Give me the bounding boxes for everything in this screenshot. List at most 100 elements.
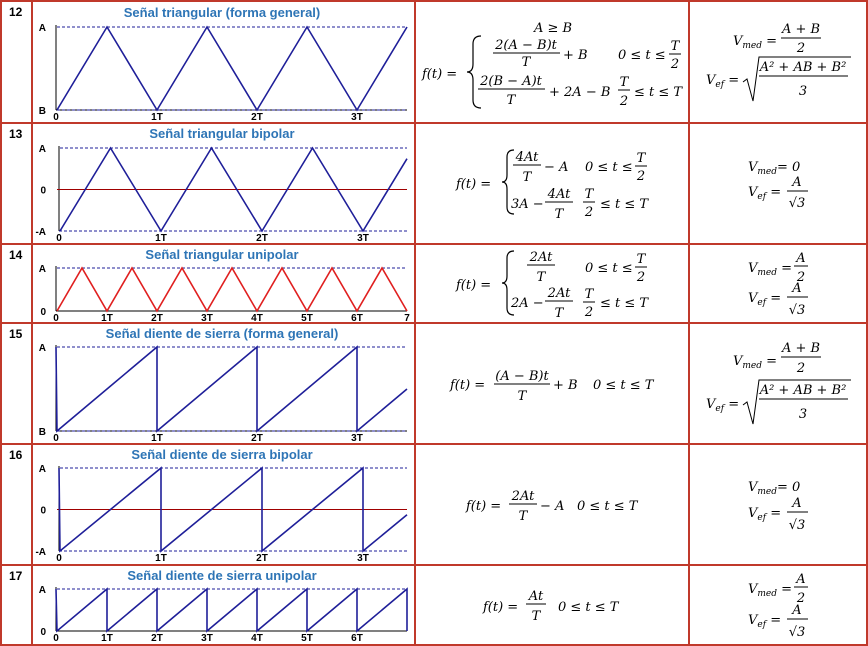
vef-label: Vef = — [748, 506, 781, 523]
rms-average-values: Vmed= 0 Vef = A √3 — [748, 480, 808, 533]
chart-title: Señal triangular bipolar — [149, 126, 294, 141]
numerator: At — [528, 589, 544, 604]
case2-numerator: 2At — [547, 286, 571, 301]
row-13: 13 Señal triangular bipolar A0-A0 1T 2T 3T … — [9, 126, 808, 244]
chart-title: Señal triangular unipolar — [145, 247, 298, 262]
row-number: 14 — [9, 248, 23, 262]
numerator: 2At — [511, 489, 535, 504]
x-tick-label: 0 — [53, 313, 59, 324]
piecewise-formula: f(t) = 4At T − A 0 ≤ t ≤ T 2 3A − 4At T … — [455, 149, 649, 222]
y-tick-label: A — [39, 585, 46, 596]
piecewise-formula: f(t) = A ≥ B 2(A − B)t T + B 0 ≤ t ≤ T 2… — [421, 21, 683, 109]
x-tick-label: 3T — [351, 433, 363, 444]
x-tick-label: 1T — [101, 633, 113, 644]
triangle-general-chart: A B0 1T 2T 3T — [39, 23, 408, 123]
x-tick-label: 0 — [56, 233, 62, 244]
y-tick-label: A — [39, 343, 46, 354]
row-14: 14 Señal triangular unipolar A00 1T 2T 3T 4T… — [9, 247, 808, 324]
x-tick-label: 5T — [301, 633, 313, 644]
vmed-denominator: 2 — [796, 361, 805, 376]
x-tick-label: 6T — [351, 633, 363, 644]
x-tick-label: 2T — [151, 633, 163, 644]
y-tick-label: -A — [35, 227, 46, 238]
x-tick-label: 3T — [357, 233, 369, 244]
sawtooth-general-chart: A B0 1T 2T 3T — [39, 343, 408, 444]
case2-range-num: T — [620, 75, 630, 90]
brace — [466, 35, 482, 109]
x-tick-label: 2T — [256, 233, 268, 244]
vmed-numerator: A + B — [781, 22, 820, 37]
formula-lhs: f(t) = — [455, 177, 491, 192]
vef-numerator: A — [791, 175, 801, 190]
vmed-label: Vmed= 0 — [748, 160, 800, 177]
case2-range-den: 2 — [584, 305, 593, 320]
vef-numerator: A — [791, 496, 801, 511]
chart-title: Señal diente de sierra unipolar — [127, 568, 316, 583]
case2-denominator: T — [507, 93, 517, 108]
vmed-denominator: 2 — [796, 591, 805, 606]
denominator: T — [518, 389, 528, 404]
rms-average-values: Vmed = A + B 2 Vef = A² + AB + B² 3 — [706, 341, 851, 425]
chart-title: Señal triangular (forma general) — [124, 5, 321, 20]
waveform-line — [55, 587, 408, 633]
case1-range-den: 2 — [670, 57, 679, 72]
tail: + B — [553, 378, 578, 393]
case2-range: ≤ t ≤ T — [600, 197, 649, 212]
vef-label: Vef = — [706, 73, 739, 90]
rms-average-values: Vmed = A 2 Vef = A √3 — [748, 251, 808, 318]
brace — [501, 149, 515, 215]
x-tick-label: 3T — [201, 633, 213, 644]
case1-range: 0 ≤ t ≤ — [585, 261, 633, 276]
formula: f(t) = At T 0 ≤ t ≤ T — [482, 589, 620, 624]
x-tick-label: 3T — [357, 553, 369, 564]
formula-lhs: f(t) = — [465, 499, 501, 514]
row-12: 12 Señal triangular (forma general) A B0 1… — [9, 5, 851, 123]
vef-radicand: A² + AB + B² — [759, 60, 847, 75]
vmed-label: Vmed = — [733, 354, 777, 371]
case1-range-num: T — [637, 151, 647, 166]
case2-range-num: T — [585, 287, 595, 302]
vmed-label: Vmed = — [733, 34, 777, 51]
vef-numerator: A — [791, 603, 801, 618]
range: 0 ≤ t ≤ T — [558, 600, 620, 615]
row-number: 16 — [9, 448, 23, 462]
case2-tail: + 2A − B — [549, 85, 610, 100]
case1-tail: − A — [544, 160, 568, 175]
sqrt-sign — [742, 56, 851, 102]
denominator: T — [532, 609, 542, 624]
row-number: 15 — [9, 327, 23, 341]
vmed-numerator: A — [795, 251, 805, 266]
vef-denominator: √3 — [789, 303, 806, 318]
x-tick-label: 3T — [201, 313, 213, 324]
rms-average-values: Vmed = A 2 Vef = A √3 — [748, 572, 808, 640]
x-tick-label: 6T — [351, 313, 363, 324]
sawtooth-unipolar-chart: A 00 1T 2T 3T 4T 5T 6T — [39, 585, 408, 644]
case1-numerator: 2At — [529, 250, 553, 265]
x-tick-label: 0 — [53, 112, 59, 123]
vef-denominator: √3 — [789, 196, 806, 211]
vef-denominator: √3 — [789, 625, 806, 640]
vef-denominator: 3 — [799, 407, 807, 422]
x-tick-label: 0 — [53, 433, 59, 444]
case1-numerator: 2(A − B)t — [494, 38, 558, 53]
case1-range-den: 2 — [636, 270, 645, 285]
x-tick-label: 2T — [251, 112, 263, 123]
vmed-label: Vmed = — [748, 582, 792, 599]
case2-range: ≤ t ≤ T — [600, 296, 649, 311]
case1-denominator: T — [523, 170, 533, 185]
waveform-line — [56, 266, 408, 313]
y-tick-label: A — [39, 464, 46, 475]
waveform-line — [59, 146, 408, 233]
waveform-line — [55, 345, 408, 433]
x-tick-label: 4T — [251, 633, 263, 644]
y-tick-label: -A — [35, 547, 46, 558]
vef-denominator: 3 — [799, 84, 807, 99]
case1-range-den: 2 — [636, 169, 645, 184]
vmed-denominator: 2 — [796, 270, 805, 285]
formula-lhs: f(t) = — [455, 278, 491, 293]
vef-label: Vef = — [748, 185, 781, 202]
x-tick-label: 1T — [101, 313, 113, 324]
formula-lhs: f(t) = — [421, 67, 457, 82]
